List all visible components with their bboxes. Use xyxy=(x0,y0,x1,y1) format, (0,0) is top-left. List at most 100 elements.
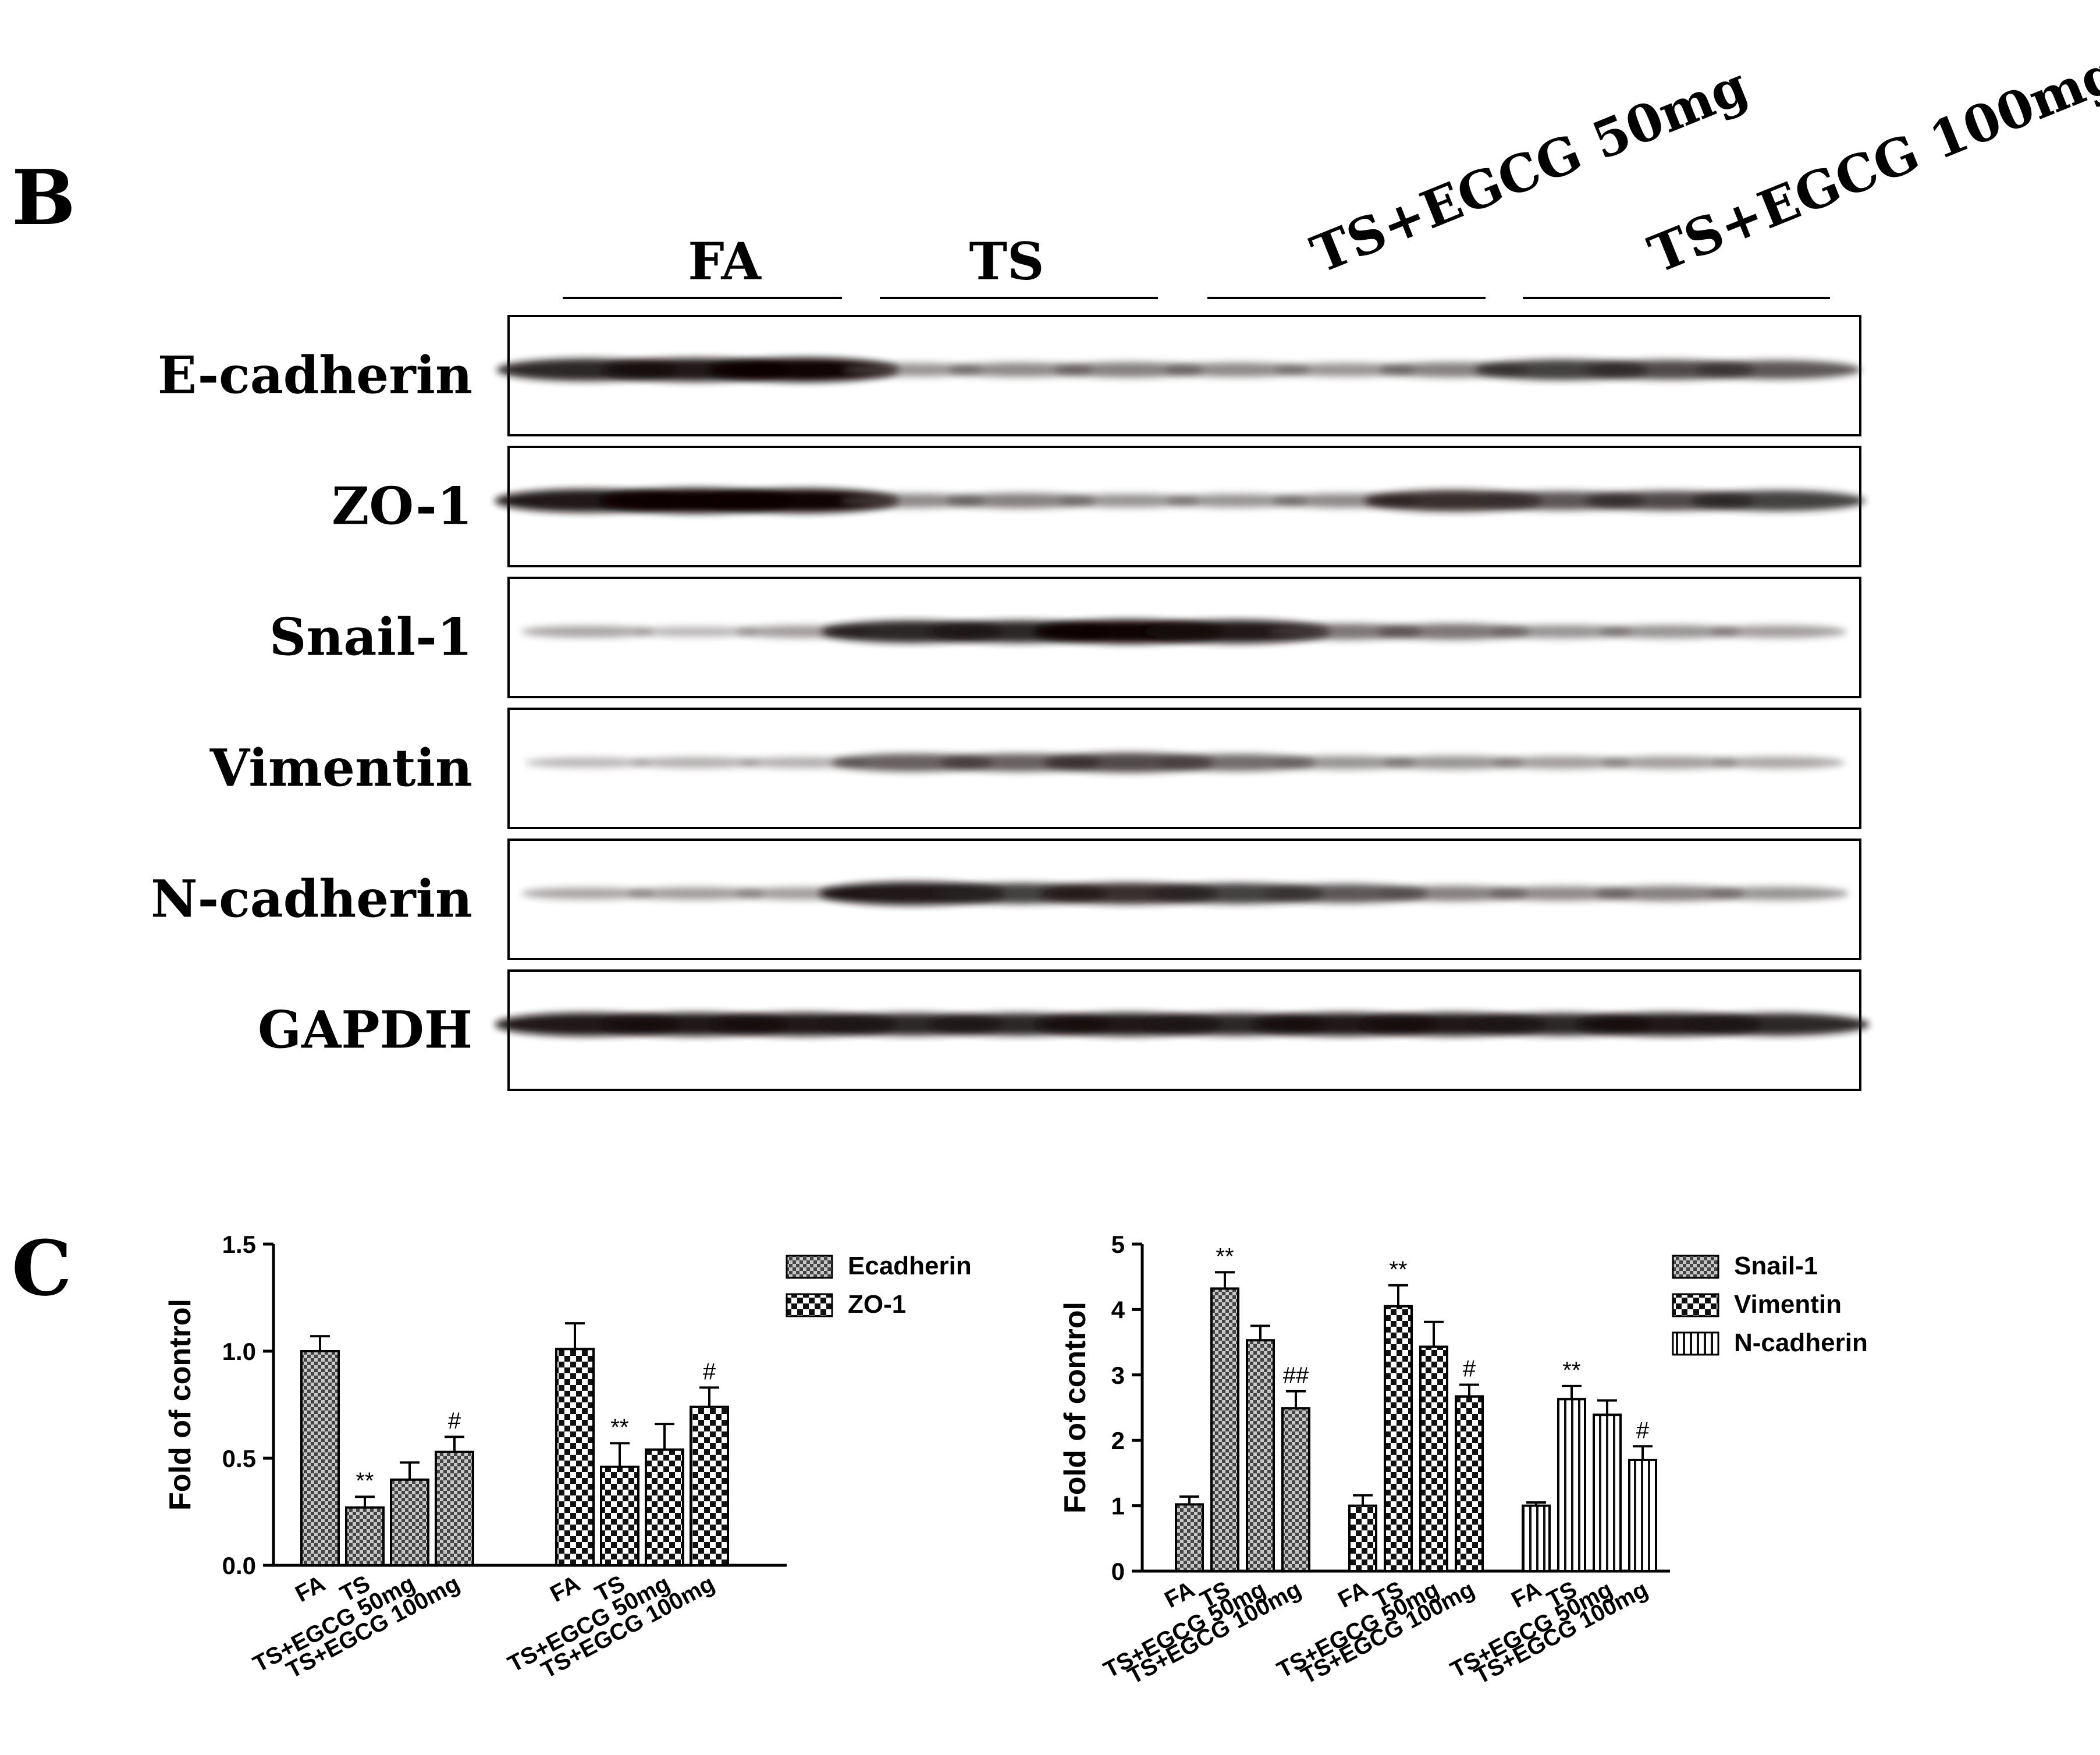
bar xyxy=(1419,1345,1448,1573)
legend-swatch xyxy=(1672,1255,1719,1279)
x-tick-label: FA xyxy=(546,1571,584,1607)
bar xyxy=(1348,1504,1377,1573)
bar xyxy=(390,1478,429,1567)
group-header-fa: FA xyxy=(563,231,842,299)
blot-band xyxy=(1054,362,1204,378)
bar xyxy=(1593,1413,1622,1572)
blot-band xyxy=(1166,493,1308,508)
legend: Snail-1 Vimentin N-cadherin xyxy=(1672,1252,1868,1357)
significance-marker: ** xyxy=(1216,1244,1234,1269)
blot-band xyxy=(1268,623,1422,640)
bar xyxy=(690,1405,729,1566)
blot-band xyxy=(709,357,900,382)
blot-band xyxy=(627,887,765,900)
blot-band xyxy=(1707,886,1849,901)
blot-band xyxy=(1711,756,1845,769)
bar xyxy=(1210,1287,1239,1572)
legend-item-n-cadherin: N-cadherin xyxy=(1672,1328,1868,1357)
y-tick-label: 3 xyxy=(1111,1362,1125,1389)
blot-band xyxy=(631,757,761,768)
legend-item-snail-1: Snail-1 xyxy=(1672,1252,1818,1280)
blot-band xyxy=(1493,756,1630,769)
bar xyxy=(600,1465,639,1566)
blot-rows: E-cadherin ZO-1 Snail-1 Vimentin N-cadherin G… xyxy=(151,315,1870,1091)
blot-band xyxy=(521,887,655,900)
bar xyxy=(555,1348,595,1567)
blot-band xyxy=(841,363,983,377)
blot-band xyxy=(1599,624,1741,639)
blot-band xyxy=(1595,886,1745,901)
legend-item-ecadherin: Ecadherin xyxy=(786,1252,972,1280)
blot-band xyxy=(1378,886,1529,901)
x-tick-label: FA xyxy=(291,1571,329,1607)
blot-row-label: N-cadherin xyxy=(151,869,472,929)
y-tick-label: 0.0 xyxy=(222,1552,256,1579)
x-tick-label: FA xyxy=(1507,1576,1545,1613)
legend-label: Vimentin xyxy=(1734,1290,1842,1319)
bar xyxy=(1175,1503,1204,1573)
y-tick-label: 0.5 xyxy=(222,1445,256,1472)
blot-row-n-cadherin: N-cadherin xyxy=(151,839,1861,960)
bar xyxy=(435,1450,474,1566)
bar xyxy=(1281,1407,1310,1573)
bar-chart-epithelial: Fold of control0.00.51.01.5FA**TSTS+EGCG… xyxy=(164,1231,972,1683)
bar xyxy=(1628,1458,1657,1572)
panel-b: B FA TS TS+EGCG 50mg TS+EGCG 100mg E-cad… xyxy=(12,41,2100,1091)
legend-label: Ecadherin xyxy=(848,1252,972,1280)
legend-label: N-cadherin xyxy=(1734,1328,1868,1357)
significance-marker: # xyxy=(703,1359,716,1385)
y-axis-label: Fold of control xyxy=(1058,1302,1092,1514)
y-tick-label: 1.0 xyxy=(222,1338,256,1365)
blot-row-label: ZO-1 xyxy=(332,476,472,537)
blot-band xyxy=(1262,884,1429,903)
blot-row-label: Snail-1 xyxy=(269,607,472,667)
blot-band xyxy=(946,493,1096,509)
y-tick-label: 1.5 xyxy=(222,1231,256,1258)
panel-b-label: B xyxy=(12,153,76,242)
y-tick-label: 1 xyxy=(1111,1493,1125,1520)
y-tick-label: 0 xyxy=(1111,1558,1125,1585)
group-label-fa: FA xyxy=(688,231,762,292)
bar xyxy=(1455,1395,1484,1573)
blot-row-gapdh: GAPDH xyxy=(258,969,1870,1091)
blot-band xyxy=(1274,363,1416,377)
blot-band xyxy=(1377,623,1530,640)
x-tick-label: FA xyxy=(1334,1576,1372,1613)
x-tick-label: FA xyxy=(1160,1576,1199,1613)
blot-band xyxy=(948,363,1093,377)
blot-band xyxy=(1158,754,1316,772)
blot-band xyxy=(709,488,900,513)
group-label-ts: TS xyxy=(969,231,1044,292)
blot-band xyxy=(1274,755,1416,770)
legend-swatch xyxy=(786,1293,833,1317)
significance-marker: # xyxy=(1463,1356,1476,1382)
blot-row-label: GAPDH xyxy=(258,1000,472,1060)
blot-band xyxy=(1044,752,1214,773)
blot-row-vimentin: Vimentin xyxy=(209,708,1861,829)
blot-band xyxy=(1058,493,1200,508)
blot-band xyxy=(521,626,655,638)
blot-row-e-cadherin: E-cadherin xyxy=(158,315,1861,436)
blot-band xyxy=(1687,1013,1870,1036)
blot-band xyxy=(1144,620,1330,644)
panel-c: C Fold of control0.00.51.01.5FA**TSTS+EG… xyxy=(12,1224,1868,1689)
blot-band xyxy=(1491,624,1633,639)
blot-band xyxy=(633,626,759,637)
blot-band xyxy=(1695,360,1861,379)
bar xyxy=(1246,1339,1275,1573)
blot-band xyxy=(525,757,651,768)
legend-swatch xyxy=(1672,1331,1719,1356)
significance-marker: ** xyxy=(356,1468,374,1494)
bar xyxy=(300,1350,340,1566)
y-tick-label: 4 xyxy=(1111,1296,1125,1323)
y-tick-label: 2 xyxy=(1111,1427,1125,1454)
blot-band xyxy=(840,493,985,508)
blot-row-label: E-cadherin xyxy=(158,345,472,406)
bar xyxy=(1384,1305,1413,1573)
legend-swatch xyxy=(786,1255,833,1279)
